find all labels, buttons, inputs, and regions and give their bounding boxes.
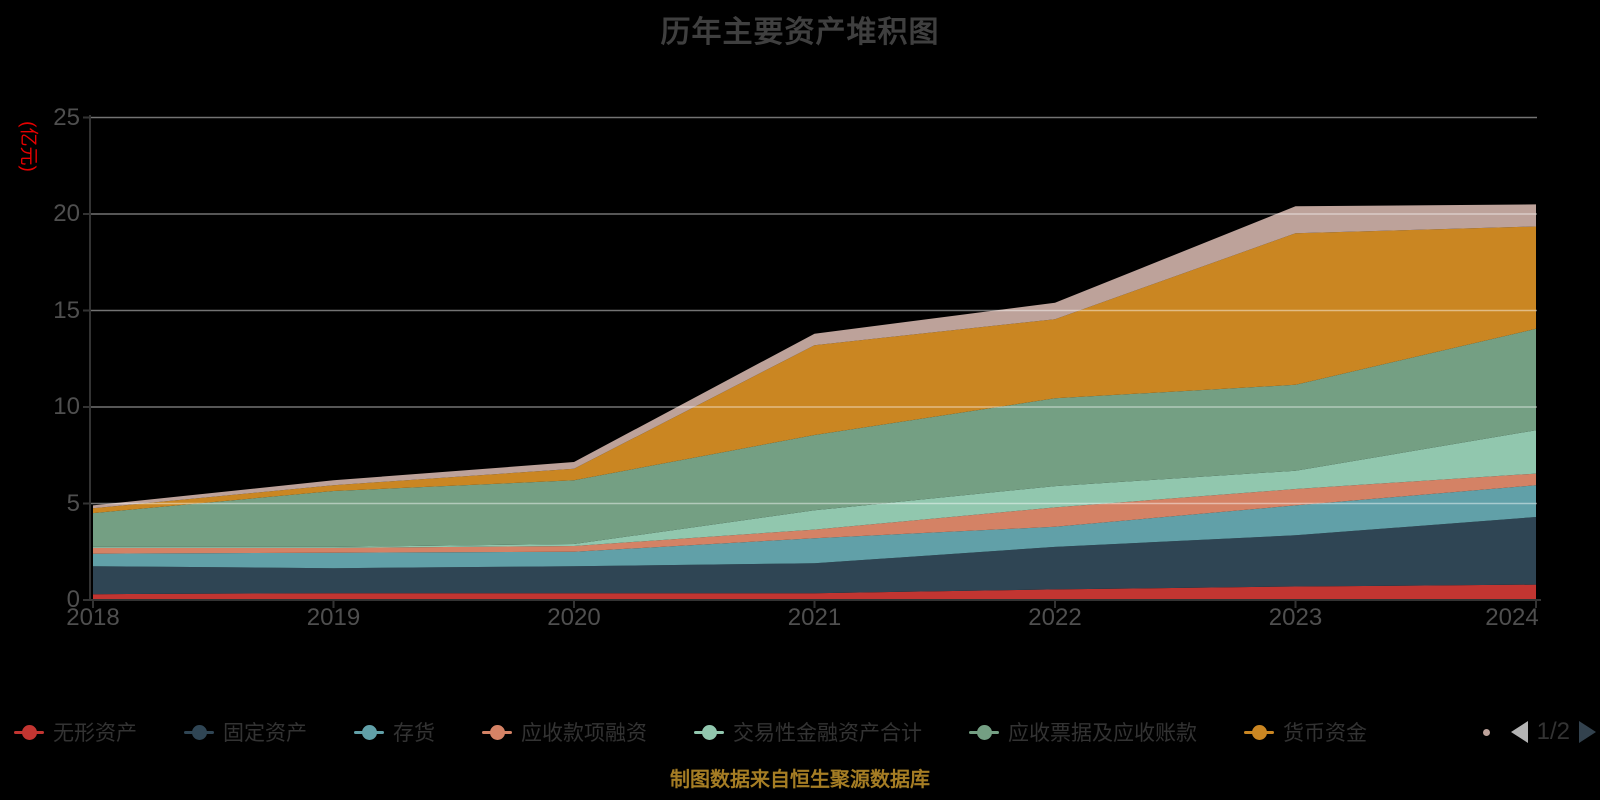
y-tick-label: 20 — [53, 200, 80, 227]
y-tick-label: 0 — [66, 586, 80, 613]
legend-line-circle-icon — [969, 724, 999, 741]
y-tick-label: 5 — [66, 489, 80, 517]
legend-label: 应收款项融资 — [521, 722, 647, 745]
legend-label: 固定资产 — [223, 722, 307, 745]
x-tick-label: 2024 — [1485, 604, 1539, 631]
legend-item-6[interactable]: 应收票据及应收账款 — [969, 717, 1197, 747]
legend-line-circle-icon — [184, 724, 214, 741]
legend-item-7[interactable]: 货币资金 — [1244, 717, 1367, 747]
legend-prev-page-arrow-icon[interactable] — [1510, 721, 1528, 743]
y-tick-label: 10 — [53, 393, 80, 420]
y-tick-label: 15 — [53, 296, 80, 324]
legend-line-circle-icon — [14, 724, 44, 741]
legend-line-circle-icon — [482, 724, 512, 741]
legend-item-4[interactable]: 应收款项融资 — [482, 717, 647, 747]
x-tick-label: 2019 — [306, 604, 361, 631]
legend-label: 货币资金 — [1283, 722, 1367, 745]
legend-page-indicator: 1/2 — [1536, 718, 1570, 745]
legend-overflow-dot — [1482, 728, 1490, 736]
legend-item-5[interactable]: 交易性金融资产合计 — [694, 717, 922, 747]
legend-label: 存货 — [393, 722, 435, 745]
legend-label: 无形资产 — [53, 722, 137, 745]
x-tick-label: 2021 — [787, 604, 842, 631]
legend-line-circle-icon — [694, 724, 724, 741]
legend-next-page-arrow-icon[interactable] — [1579, 721, 1596, 743]
legend-item-3[interactable]: 存货 — [354, 717, 435, 747]
x-tick-label: 2018 — [66, 604, 120, 631]
y-tick-label: 25 — [53, 103, 80, 131]
legend-pager: 1/2 — [1482, 710, 1596, 754]
legend-line-circle-icon — [1244, 724, 1274, 741]
x-tick-label: 2023 — [1268, 604, 1323, 631]
x-tick-label: 2022 — [1028, 604, 1082, 631]
legend-line-circle-icon — [354, 724, 384, 741]
legend-item-1[interactable]: 无形资产 — [14, 717, 137, 747]
legend: 无形资产 固定资产 存货 应收款项融资 交易性金融资产合计 应收票据及应收账款 货币资金 — [0, 710, 1600, 754]
data-source-caption: 制图数据来自恒生聚源数据库 — [670, 769, 930, 791]
x-tick-label: 2020 — [547, 604, 601, 631]
legend-item-2[interactable]: 固定资产 — [184, 717, 307, 747]
legend-label: 交易性金融资产合计 — [733, 722, 922, 745]
chart-title: 历年主要资产堆积图 — [660, 16, 940, 49]
legend-label: 应收票据及应收账款 — [1008, 722, 1197, 745]
